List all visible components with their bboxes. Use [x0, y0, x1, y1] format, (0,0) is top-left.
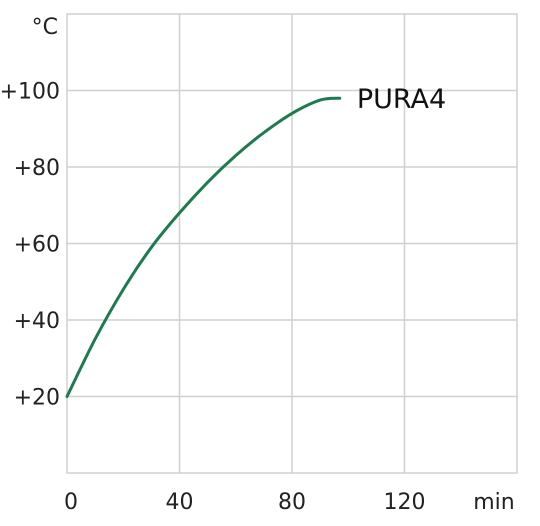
x-axis-label: min	[473, 490, 515, 515]
y-tick-label: +40	[14, 309, 60, 334]
y-tick-label: +20	[14, 386, 60, 411]
x-tick-label: 120	[384, 490, 426, 515]
y-axis-label: °C	[32, 15, 58, 40]
y-tick-labels: +20 +40 +60 +80 +100	[0, 80, 60, 411]
series-layer: PURA4	[65, 84, 446, 398]
grid	[67, 14, 517, 473]
series-label: PURA4	[357, 84, 446, 115]
x-tick-labels: 0 40 80 120	[64, 490, 426, 515]
y-tick-label: +100	[0, 80, 60, 105]
x-tick-label: 0	[64, 490, 78, 515]
series-line	[65, 96, 342, 398]
y-tick-label: +80	[14, 156, 60, 181]
y-tick-label: +60	[14, 233, 60, 258]
x-tick-label: 80	[278, 490, 306, 515]
x-tick-label: 40	[166, 490, 194, 515]
